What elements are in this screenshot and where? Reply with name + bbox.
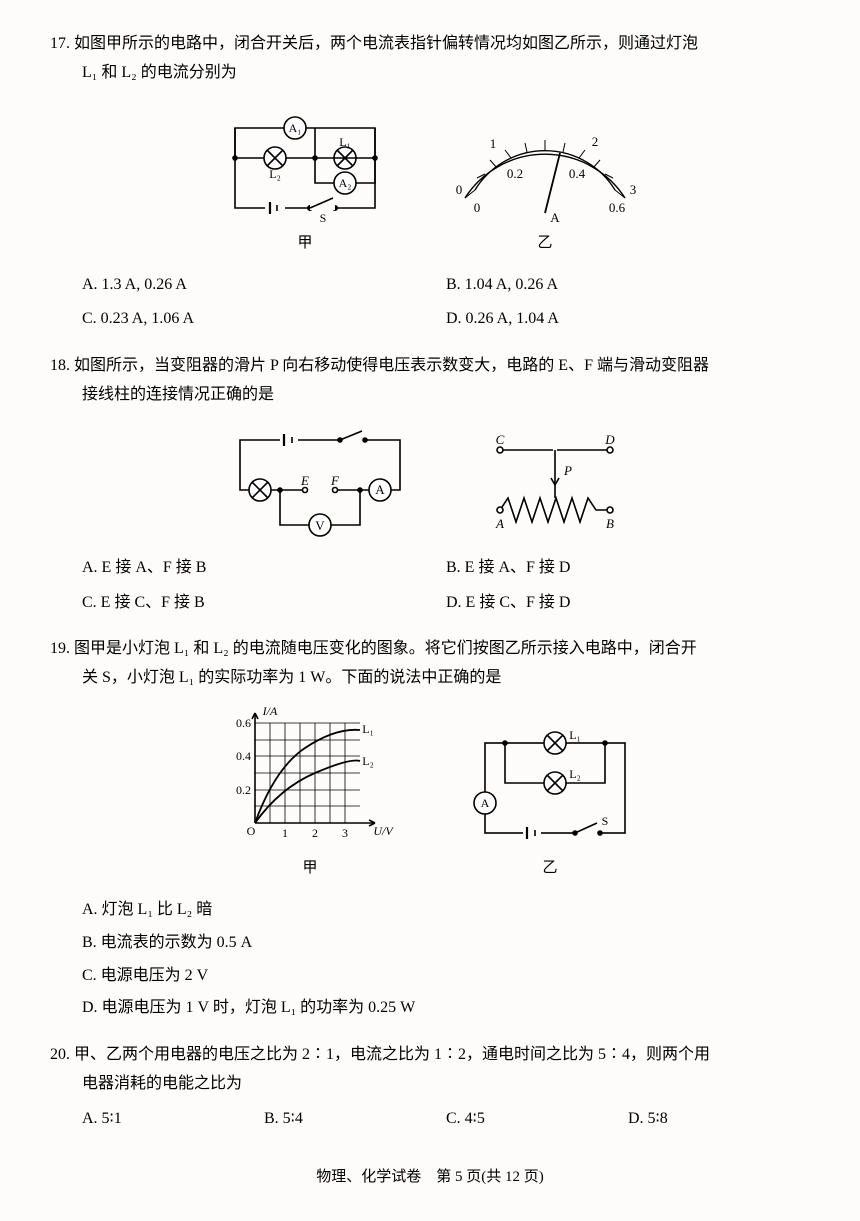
q17-yi-label: 乙 <box>445 230 645 257</box>
q17-jia-label: 甲 <box>215 230 395 257</box>
q19-figures: 0.2 0.4 0.6 1 2 3 O I/A U/V L₁ L₂ 甲 <box>50 703 810 882</box>
q17-A2-label: A₂ <box>339 176 352 190</box>
q19-x1: 1 <box>282 826 288 840</box>
q18-rA: A <box>495 516 504 531</box>
q20-opt-a: A. 5∶1 <box>82 1105 264 1134</box>
q19-stem: 19. 图甲是小灯泡 L₁ 和 L₂ 的电流随电压变化的图象。将它们按图乙所示接… <box>82 635 810 664</box>
q17-u3: 3 <box>630 182 637 197</box>
q19-y3: 0.6 <box>236 716 251 730</box>
q17-l2: 0.4 <box>569 166 586 181</box>
q18-opt-c: C. E 接 C、F 接 B <box>82 589 446 618</box>
q17-line1: 如图甲所示的电路中，闭合开关后，两个电流表指针偏转情况均如图乙所示，则通过灯泡 <box>74 35 698 52</box>
q18-rheo-svg: C D A B P <box>470 430 640 540</box>
q17-u1: 1 <box>490 136 497 151</box>
page-footer: 物理、化学试卷 第 5 页(共 12 页) <box>50 1164 810 1191</box>
q18-figures: A V E F <box>50 420 810 540</box>
q18-circuit-fig: A V E F <box>220 420 420 540</box>
q18-A: A <box>375 482 385 497</box>
q19-opt-b: B. 电流表的示数为 0.5 A <box>82 929 810 958</box>
question-17: 17. 如图甲所示的电路中，闭合开关后，两个电流表指针偏转情况均如图乙所示，则通… <box>50 30 810 334</box>
q17-figures: A₁ A₂ L₁ L₂ S 甲 <box>50 98 810 257</box>
q18-rC: C <box>496 432 505 447</box>
q19-O: O <box>247 824 256 838</box>
q19-graph-svg: 0.2 0.4 0.6 1 2 3 O I/A U/V L₁ L₂ <box>215 703 405 853</box>
q17-options: A. 1.3 A, 0.26 A B. 1.04 A, 0.26 A C. 0.… <box>82 271 810 335</box>
q19-cS: S <box>602 814 609 828</box>
question-18: 18. 如图所示，当变阻器的滑片 P 向右移动使得电压表示数变大，电路的 E、F… <box>50 352 810 617</box>
q18-E: E <box>300 473 309 488</box>
q18-rheostat-fig: C D A B P <box>470 430 640 540</box>
q19-opt-c: C. 电源电压为 2 V <box>82 962 810 991</box>
q20-options: A. 5∶1 B. 5∶4 C. 4∶5 D. 5∶8 <box>82 1105 810 1134</box>
q17-circuit-fig: A₁ A₂ L₁ L₂ S 甲 <box>215 98 395 257</box>
q17-meter-A: A <box>550 210 560 225</box>
q19-cL1: L₁ <box>569 728 581 742</box>
q18-options: A. E 接 A、F 接 B B. E 接 A、F 接 D C. E 接 C、F… <box>82 554 810 618</box>
q18-rP: P <box>563 463 572 478</box>
q20-opt-b: B. 5∶4 <box>264 1105 446 1134</box>
q19-y1: 0.2 <box>236 783 251 797</box>
q17-u2: 2 <box>592 134 599 149</box>
q19-xlab: U/V <box>373 824 394 838</box>
q17-meter-fig: 0 1 2 3 0 0.2 0.4 0.6 A 乙 <box>445 118 645 257</box>
q17-opt-d: D. 0.26 A, 1.04 A <box>446 305 810 334</box>
q18-F: F <box>330 473 340 488</box>
q17-line2: L₁ 和 L₂ 的电流分别为 <box>82 59 810 88</box>
q17-S-label: S <box>320 211 327 225</box>
q19-line2: 关 S，小灯泡 L₁ 的实际功率为 1 W。下面的说法中正确的是 <box>82 664 810 693</box>
q17-number: 17. <box>50 35 70 52</box>
q19-x3: 3 <box>342 826 348 840</box>
q18-opt-d: D. E 接 C、F 接 D <box>446 589 810 618</box>
q18-line2: 接线柱的连接情况正确的是 <box>82 381 810 410</box>
q19-jia: 甲 <box>215 855 405 882</box>
q18-opt-a: A. E 接 A、F 接 B <box>82 554 446 583</box>
q19-cL2: L₂ <box>569 767 581 781</box>
q17-stem: 17. 如图甲所示的电路中，闭合开关后，两个电流表指针偏转情况均如图乙所示，则通… <box>82 30 810 59</box>
q19-yi: 乙 <box>455 855 645 882</box>
q18-V: V <box>315 518 325 533</box>
q17-l1: 0.2 <box>507 166 523 181</box>
q20-number: 20. <box>50 1046 70 1063</box>
q19-y2: 0.4 <box>236 749 251 763</box>
q19-graph-fig: 0.2 0.4 0.6 1 2 3 O I/A U/V L₁ L₂ 甲 <box>215 703 405 882</box>
q20-opt-c: C. 4∶5 <box>446 1105 628 1134</box>
q17-l0: 0 <box>474 200 481 215</box>
q20-line2: 电器消耗的电能之比为 <box>82 1070 810 1099</box>
q17-meter-svg: 0 1 2 3 0 0.2 0.4 0.6 A <box>445 118 645 228</box>
q18-rD: D <box>604 432 615 447</box>
q20-stem: 20. 甲、乙两个用电器的电压之比为 2∶1，电流之比为 1∶2，通电时间之比为… <box>82 1041 810 1070</box>
q17-circuit-svg: A₁ A₂ L₁ L₂ S <box>215 98 395 228</box>
q19-number: 19. <box>50 640 70 657</box>
q19-circuit-fig: L₁ L₂ A S 乙 <box>455 723 645 882</box>
q17-A1-label: A₁ <box>289 121 302 135</box>
q19-line1: 图甲是小灯泡 L₁ 和 L₂ 的电流随电压变化的图象。将它们按图乙所示接入电路中… <box>74 640 697 657</box>
q20-opt-d: D. 5∶8 <box>628 1105 810 1134</box>
q19-circuit-svg: L₁ L₂ A S <box>455 723 645 853</box>
q17-opt-a: A. 1.3 A, 0.26 A <box>82 271 446 300</box>
q19-x2: 2 <box>312 826 318 840</box>
q17-L2-label: L₂ <box>269 167 281 181</box>
q20-line1: 甲、乙两个用电器的电压之比为 2∶1，电流之比为 1∶2，通电时间之比为 5∶4… <box>74 1046 710 1063</box>
question-20: 20. 甲、乙两个用电器的电压之比为 2∶1，电流之比为 1∶2，通电时间之比为… <box>50 1041 810 1133</box>
q19-cA: A <box>481 796 490 810</box>
q19-gL1: L₁ <box>362 722 374 736</box>
q18-rB: B <box>606 516 614 531</box>
q17-L1-label: L₁ <box>339 135 351 149</box>
q17-u0: 0 <box>456 182 463 197</box>
q19-opt-d: D. 电源电压为 1 V 时，灯泡 L₁ 的功率为 0.25 W <box>82 994 810 1023</box>
q17-opt-b: B. 1.04 A, 0.26 A <box>446 271 810 300</box>
q19-gL2: L₂ <box>362 754 374 768</box>
q18-line1: 如图所示，当变阻器的滑片 P 向右移动使得电压表示数变大，电路的 E、F 端与滑… <box>74 357 709 374</box>
q19-opt-a: A. 灯泡 L₁ 比 L₂ 暗 <box>82 896 810 925</box>
q17-opt-c: C. 0.23 A, 1.06 A <box>82 305 446 334</box>
q18-number: 18. <box>50 357 70 374</box>
question-19: 19. 图甲是小灯泡 L₁ 和 L₂ 的电流随电压变化的图象。将它们按图乙所示接… <box>50 635 810 1023</box>
q19-ylab: I/A <box>262 704 278 718</box>
q17-l3: 0.6 <box>609 200 626 215</box>
q18-circuit-svg: A V E F <box>220 420 420 540</box>
q19-options: A. 灯泡 L₁ 比 L₂ 暗 B. 电流表的示数为 0.5 A C. 电源电压… <box>82 896 810 1023</box>
q18-opt-b: B. E 接 A、F 接 D <box>446 554 810 583</box>
q18-stem: 18. 如图所示，当变阻器的滑片 P 向右移动使得电压表示数变大，电路的 E、F… <box>82 352 810 381</box>
